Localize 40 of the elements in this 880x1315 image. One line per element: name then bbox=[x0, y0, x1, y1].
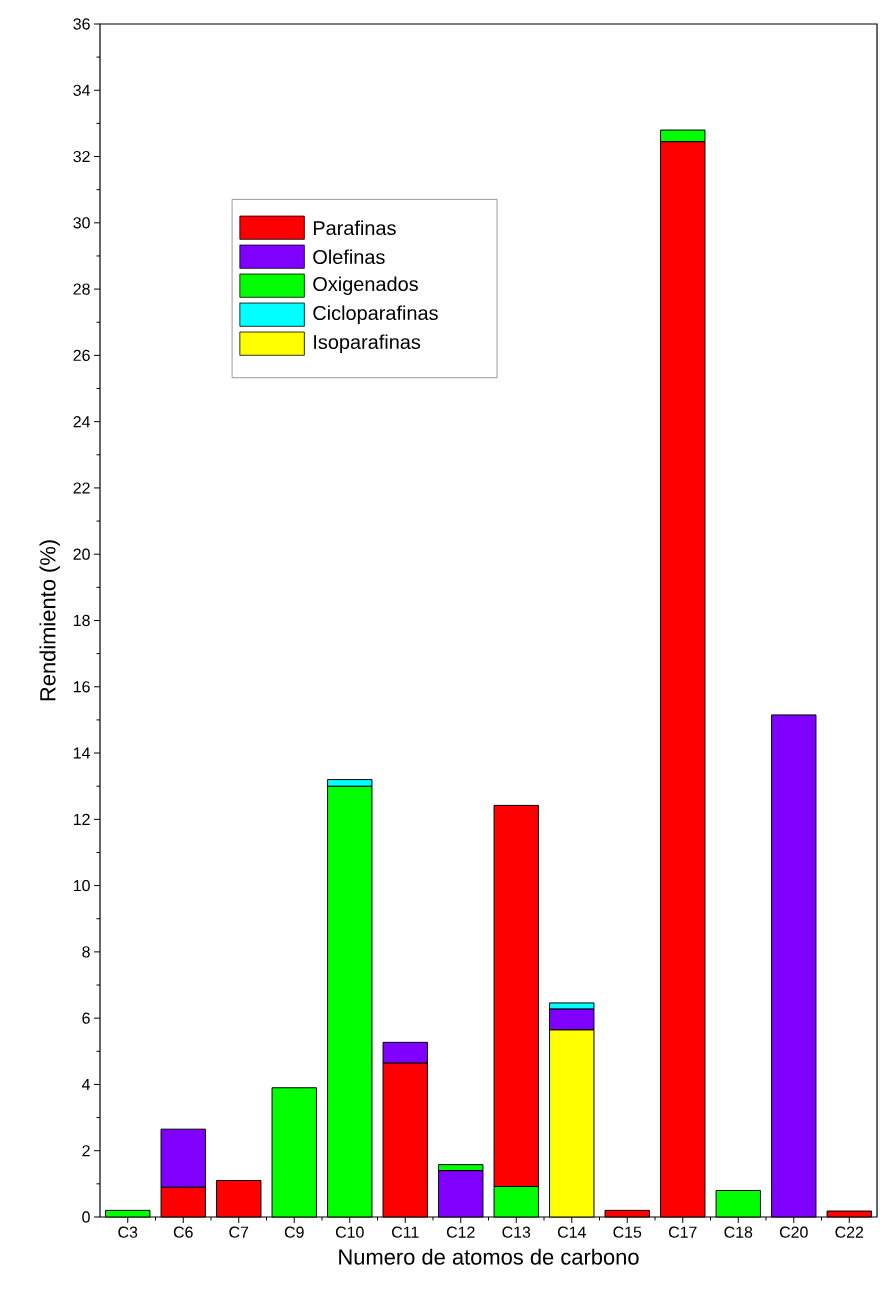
x-tick-label: C12 bbox=[446, 1226, 475, 1238]
x-tick-label: C9 bbox=[284, 1226, 304, 1238]
x-tick-label: C18 bbox=[724, 1226, 753, 1238]
x-axis-title: Numero de atomos de carbono bbox=[339, 1248, 639, 1265]
legend-label: Olefinas bbox=[313, 249, 385, 265]
y-tick-label: 18 bbox=[73, 614, 90, 627]
y-tick-label: 36 bbox=[73, 18, 90, 30]
x-tick-label: C13 bbox=[502, 1226, 531, 1238]
x-tick-label: C7 bbox=[229, 1226, 249, 1238]
legend-label: Oxigenados bbox=[313, 276, 418, 296]
y-tick-label: 32 bbox=[73, 150, 90, 163]
y-tick-label: 26 bbox=[73, 349, 90, 362]
y-tick-label: 22 bbox=[73, 482, 90, 494]
y-tick-label: 34 bbox=[73, 84, 90, 96]
y-tick-label: 6 bbox=[82, 1012, 90, 1024]
y-tick-label: 20 bbox=[73, 548, 90, 560]
x-tick-label: C3 bbox=[118, 1226, 138, 1238]
x-tick-label: C17 bbox=[668, 1226, 697, 1238]
x-tick-label: C6 bbox=[173, 1226, 193, 1238]
y-tick-label: 16 bbox=[73, 681, 90, 693]
x-tick-label: C10 bbox=[335, 1226, 364, 1238]
y-tick-label: 14 bbox=[73, 747, 90, 759]
x-tick-label: C15 bbox=[613, 1226, 642, 1238]
y-tick-label: 0 bbox=[82, 1211, 90, 1223]
y-axis-title: Rendimiento (%) bbox=[39, 540, 60, 701]
y-tick-label: 30 bbox=[73, 217, 90, 229]
x-tick-label: C22 bbox=[835, 1226, 864, 1238]
y-tick-label: 24 bbox=[73, 416, 90, 428]
x-tick-label: C14 bbox=[557, 1226, 586, 1238]
legend-label: Isoparafinas bbox=[314, 334, 421, 354]
y-tick-label: 2 bbox=[82, 1145, 90, 1157]
legend-label: Parafinas bbox=[313, 220, 396, 236]
y-tick-label: 10 bbox=[73, 879, 90, 892]
y-tick-label: 12 bbox=[73, 813, 90, 825]
x-tick-label: C20 bbox=[779, 1226, 808, 1238]
y-tick-label: 4 bbox=[81, 1078, 91, 1090]
legend-label: Cicloparafinas bbox=[313, 305, 438, 325]
y-tick-label: 8 bbox=[82, 946, 90, 958]
x-tick-label: C11 bbox=[392, 1226, 419, 1238]
y-tick-label: 28 bbox=[73, 283, 90, 295]
